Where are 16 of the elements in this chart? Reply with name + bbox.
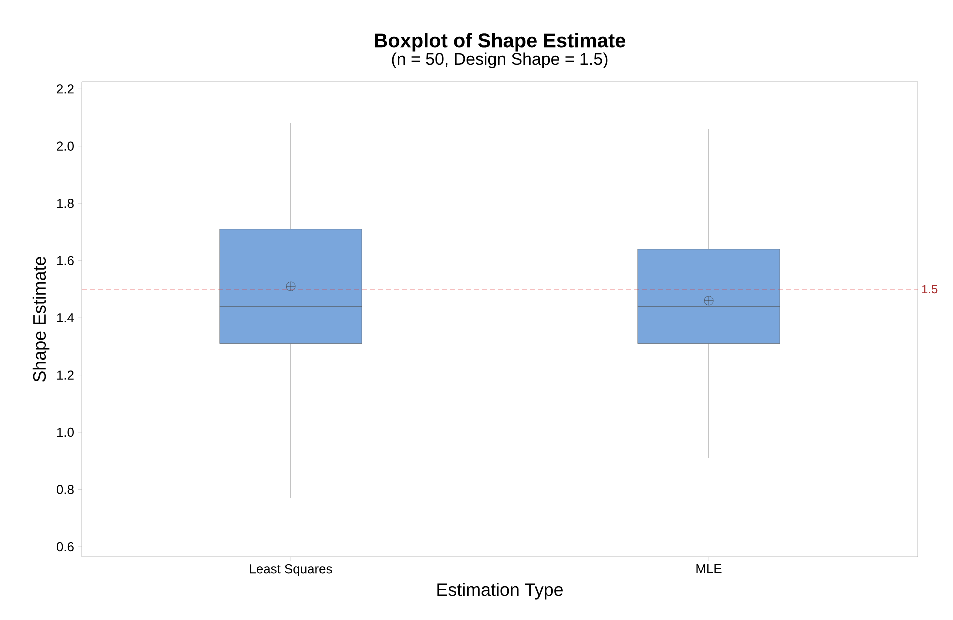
y-tick-label: 1.4 xyxy=(57,314,74,323)
x-axis-title: Estimation Type xyxy=(438,583,563,600)
y-tick-label: 2.2 xyxy=(57,84,74,94)
y-tick-label: 1.8 xyxy=(57,199,74,208)
ref-line-label: 1.5 xyxy=(922,285,938,294)
y-tick-label: 1.0 xyxy=(57,428,74,438)
chart-title: Boxplot of Shape Estimate xyxy=(375,33,626,52)
chart-subtitle: (n = 50, Design Shape = 1.5) xyxy=(392,52,608,68)
y-axis-title: Shape Estimate xyxy=(32,257,50,382)
x-tick-label: MLE xyxy=(696,564,722,574)
y-tick-label: 0.6 xyxy=(56,542,74,552)
y-tick-label: 2.0 xyxy=(57,142,74,151)
y-tick-label: 0.8 xyxy=(56,485,74,494)
x-tick-label: Least Squares xyxy=(250,564,332,576)
y-tick-label: 1.6 xyxy=(57,256,74,266)
y-tick-label: 1.2 xyxy=(57,370,74,380)
